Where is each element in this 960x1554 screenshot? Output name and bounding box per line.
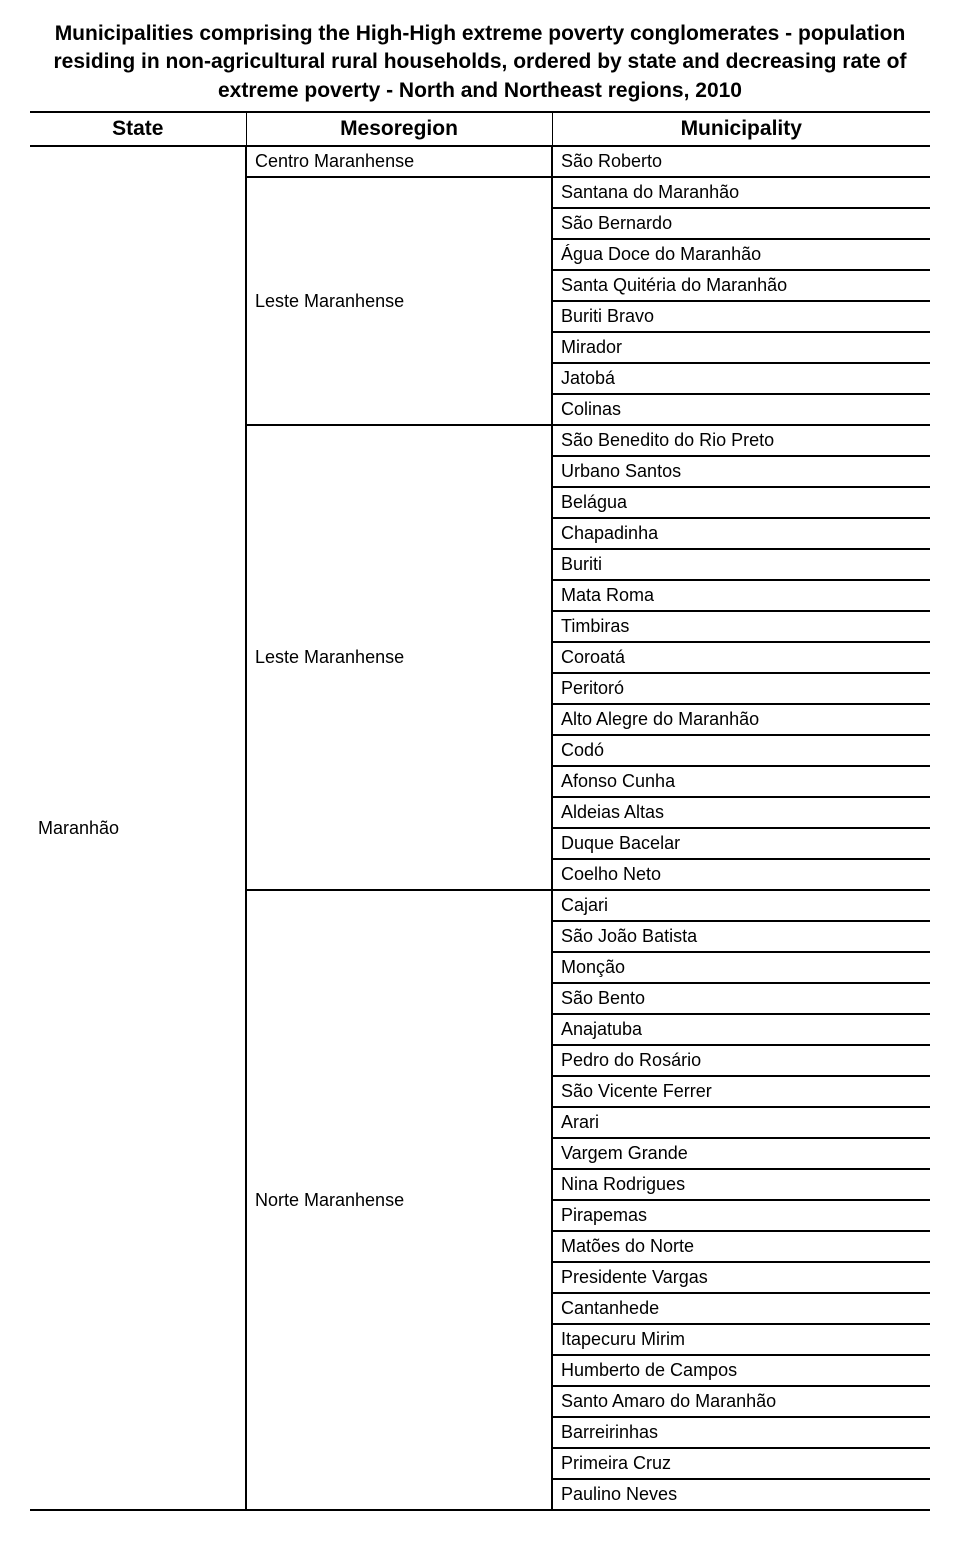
municipality-cell: São Bernardo [552, 208, 930, 239]
municipality-cell: Humberto de Campos [552, 1355, 930, 1386]
municipality-cell: São Bento [552, 983, 930, 1014]
col-header-state: State [30, 112, 246, 146]
municipality-cell: São Vicente Ferrer [552, 1076, 930, 1107]
mesoregion-cell: Centro Maranhense [246, 146, 552, 177]
municipality-cell: Mata Roma [552, 580, 930, 611]
municipality-cell: Aldeias Altas [552, 797, 930, 828]
municipality-cell: São Benedito do Rio Preto [552, 425, 930, 456]
municipality-cell: Buriti [552, 549, 930, 580]
header-row: State Mesoregion Municipality [30, 112, 930, 146]
municipality-cell: Cajari [552, 890, 930, 921]
municipality-cell: Anajatuba [552, 1014, 930, 1045]
municipality-cell: Pedro do Rosário [552, 1045, 930, 1076]
municipality-cell: Chapadinha [552, 518, 930, 549]
municipality-cell: Monção [552, 952, 930, 983]
municipality-cell: Jatobá [552, 363, 930, 394]
municipality-cell: Coroatá [552, 642, 930, 673]
municipality-cell: São Roberto [552, 146, 930, 177]
municipality-cell: Cantanhede [552, 1293, 930, 1324]
municipality-cell: Santana do Maranhão [552, 177, 930, 208]
col-header-muni: Municipality [552, 112, 930, 146]
municipality-cell: Afonso Cunha [552, 766, 930, 797]
municipality-cell: Vargem Grande [552, 1138, 930, 1169]
municipality-cell: Paulino Neves [552, 1479, 930, 1510]
municipality-cell: Santa Quitéria do Maranhão [552, 270, 930, 301]
table-title: Municipalities comprising the High-High … [30, 20, 930, 105]
municipality-cell: Coelho Neto [552, 859, 930, 890]
municipality-cell: Matões do Norte [552, 1231, 930, 1262]
municipality-cell: Buriti Bravo [552, 301, 930, 332]
municipality-cell: Mirador [552, 332, 930, 363]
municipality-cell: Urbano Santos [552, 456, 930, 487]
municipality-cell: Colinas [552, 394, 930, 425]
municipality-cell: Água Doce do Maranhão [552, 239, 930, 270]
mesoregion-cell: Leste Maranhense [246, 425, 552, 890]
municipality-cell: Primeira Cruz [552, 1448, 930, 1479]
municipality-cell: Pirapemas [552, 1200, 930, 1231]
state-cell: Maranhão [30, 146, 246, 1510]
table-row: MaranhãoCentro MaranhenseSão Roberto [30, 146, 930, 177]
municipality-cell: Santo Amaro do Maranhão [552, 1386, 930, 1417]
municipality-cell: Barreirinhas [552, 1417, 930, 1448]
municipality-cell: Presidente Vargas [552, 1262, 930, 1293]
municipality-cell: Itapecuru Mirim [552, 1324, 930, 1355]
municipality-cell: Belágua [552, 487, 930, 518]
municipality-cell: Nina Rodrigues [552, 1169, 930, 1200]
mesoregion-cell: Norte Maranhense [246, 890, 552, 1510]
poverty-table: State Mesoregion Municipality MaranhãoCe… [30, 111, 930, 1511]
municipality-cell: Codó [552, 735, 930, 766]
municipality-cell: Peritoró [552, 673, 930, 704]
municipality-cell: Arari [552, 1107, 930, 1138]
col-header-meso: Mesoregion [246, 112, 552, 146]
municipality-cell: Timbiras [552, 611, 930, 642]
municipality-cell: Duque Bacelar [552, 828, 930, 859]
mesoregion-cell: Leste Maranhense [246, 177, 552, 425]
municipality-cell: São João Batista [552, 921, 930, 952]
municipality-cell: Alto Alegre do Maranhão [552, 704, 930, 735]
